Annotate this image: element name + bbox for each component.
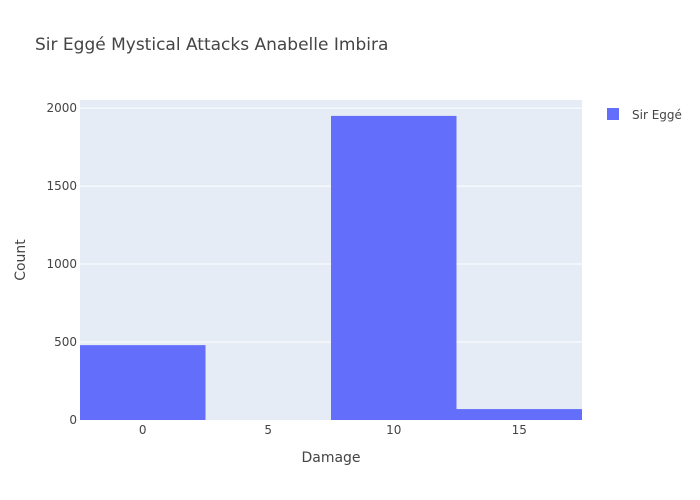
bar-0[interactable] [80, 345, 206, 420]
x-tick-label: 10 [386, 423, 401, 437]
x-axis-title: Damage [301, 450, 360, 466]
y-tick-label: 0 [69, 413, 77, 427]
y-tick-labels: 0 500 1000 1500 2000 [46, 101, 77, 427]
x-tick-labels: 0 5 10 15 [139, 423, 527, 437]
chart-title: Sir Eggé Mystical Attacks Anabelle Imbir… [35, 35, 388, 55]
x-tick-label: 5 [264, 423, 272, 437]
y-tick-label: 1500 [46, 179, 77, 193]
bar-15[interactable] [456, 409, 583, 420]
bar-10[interactable] [331, 115, 457, 420]
legend-label: Sir Eggé [632, 108, 682, 122]
x-tick-label: 15 [512, 423, 527, 437]
bars [80, 115, 583, 420]
legend[interactable]: Sir Eggé [607, 108, 682, 122]
legend-swatch [607, 108, 619, 120]
y-tick-label: 2000 [46, 101, 77, 115]
y-tick-label: 500 [54, 335, 77, 349]
x-tick-label: 0 [139, 423, 147, 437]
y-tick-label: 1000 [46, 257, 77, 271]
y-axis-title: Count [13, 239, 29, 281]
